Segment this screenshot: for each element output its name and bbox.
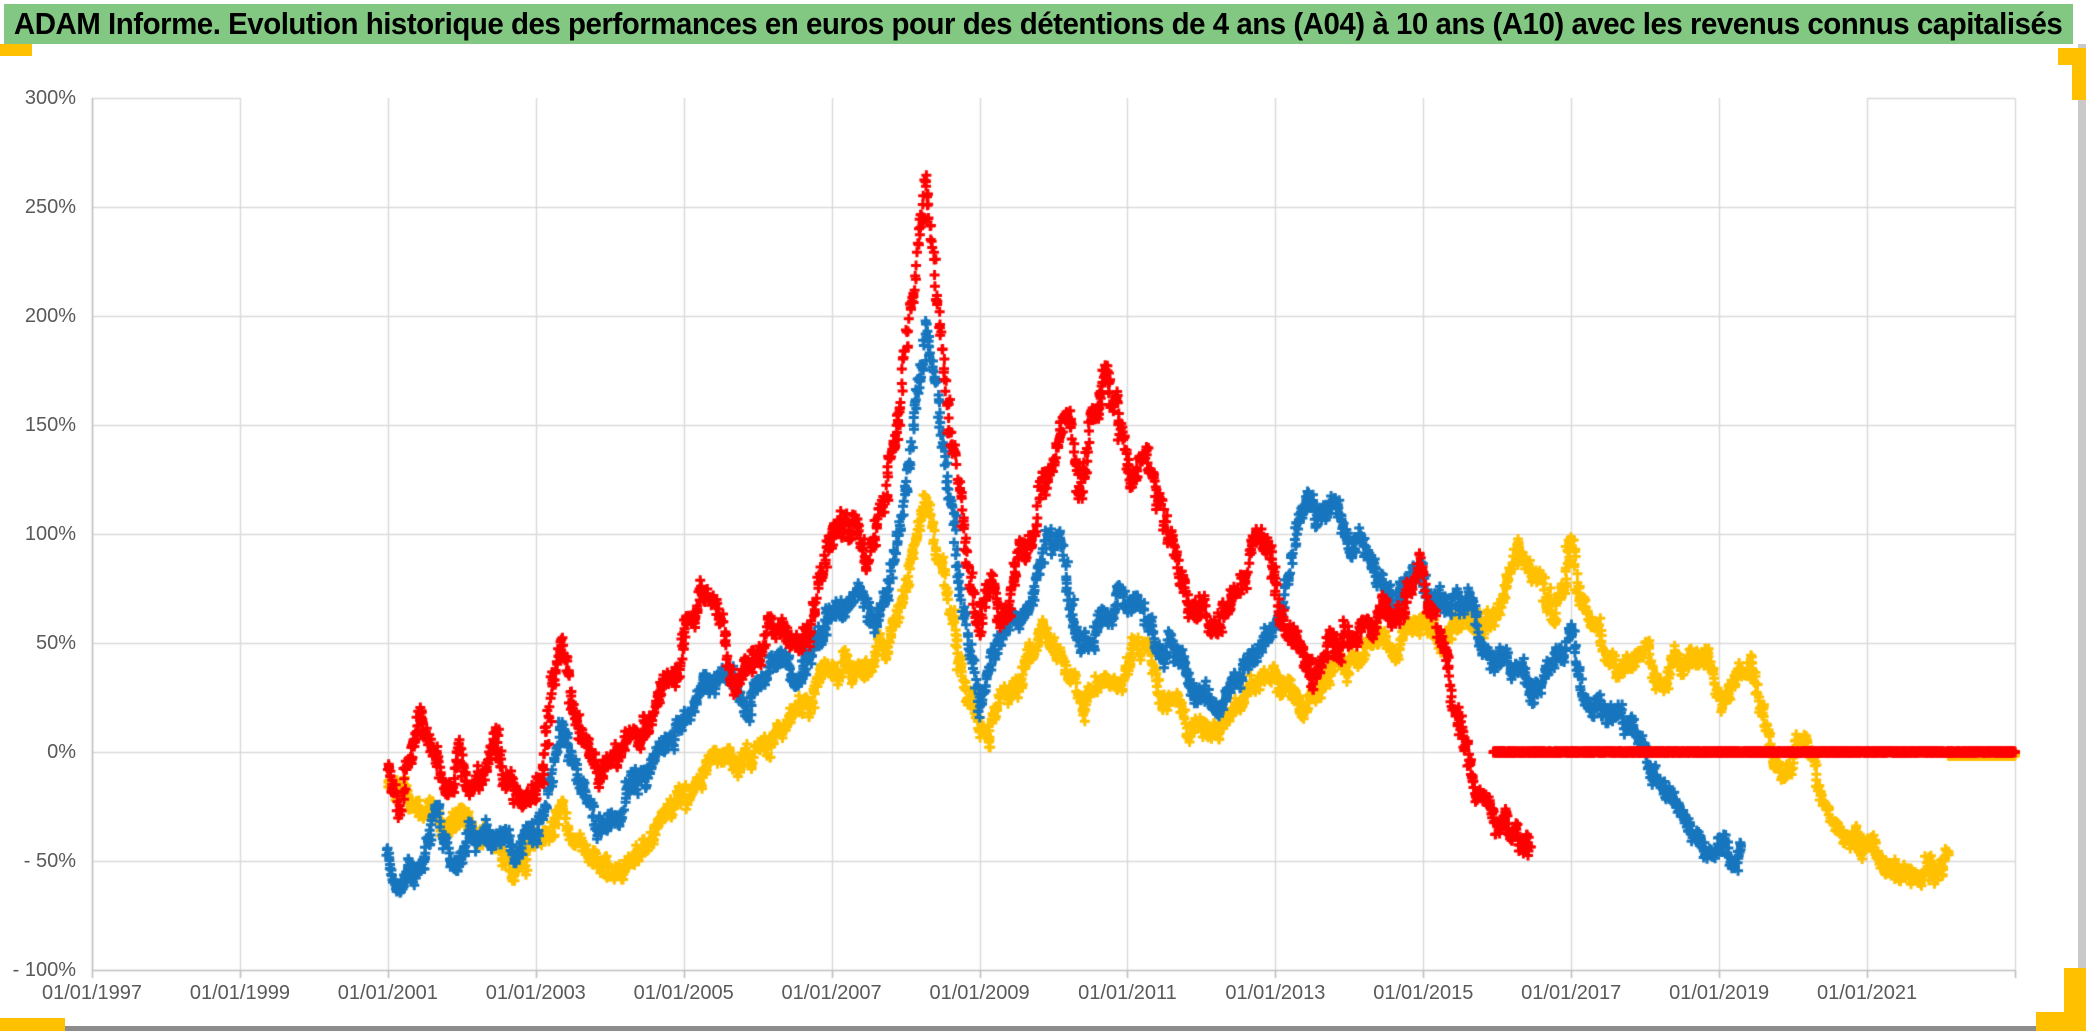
corner-accent-top-left — [0, 44, 32, 56]
corner-accent-bottom-left — [0, 1018, 65, 1031]
corner-accent-top-right-vertical — [2072, 48, 2086, 100]
x-tick-label: 01/01/2007 — [781, 982, 882, 1004]
x-tick-label: 01/01/2017 — [1521, 982, 1622, 1004]
x-tick-label: 01/01/1997 — [41, 982, 143, 1004]
x-tick-label: 01/01/2001 — [337, 982, 438, 1004]
y-tick-label: 300% — [24, 87, 76, 109]
x-tick-label: 01/01/2013 — [1225, 982, 1326, 1004]
x-tick-label: 01/01/1999 — [189, 982, 290, 1004]
x-tick-label: 01/01/2011 — [1078, 982, 1177, 1004]
y-tick-label: 200% — [24, 305, 76, 327]
x-tick-label: 01/01/2019 — [1669, 982, 1770, 1004]
x-tick-label: 01/01/2015 — [1373, 982, 1474, 1004]
y-tick-label: 150% — [24, 414, 76, 436]
window-bottom-border — [0, 1026, 2086, 1031]
y-tick-label: - 100% — [12, 959, 76, 981]
x-tick-label: 01/01/2021 — [1817, 982, 1918, 1004]
y-tick-label: 100% — [24, 523, 76, 545]
corner-accent-bottom-right-vertical — [2064, 968, 2086, 1031]
window-right-border — [2078, 44, 2086, 1031]
x-tick-label: 01/01/2005 — [633, 982, 734, 1004]
y-tick-label: - 50% — [23, 850, 76, 872]
y-tick-label: 50% — [35, 632, 76, 654]
x-tick-label: 01/01/2009 — [929, 982, 1030, 1004]
y-tick-label: 0% — [47, 741, 76, 763]
x-tick-label: 01/01/2003 — [485, 982, 586, 1004]
y-tick-label: 250% — [24, 196, 76, 218]
